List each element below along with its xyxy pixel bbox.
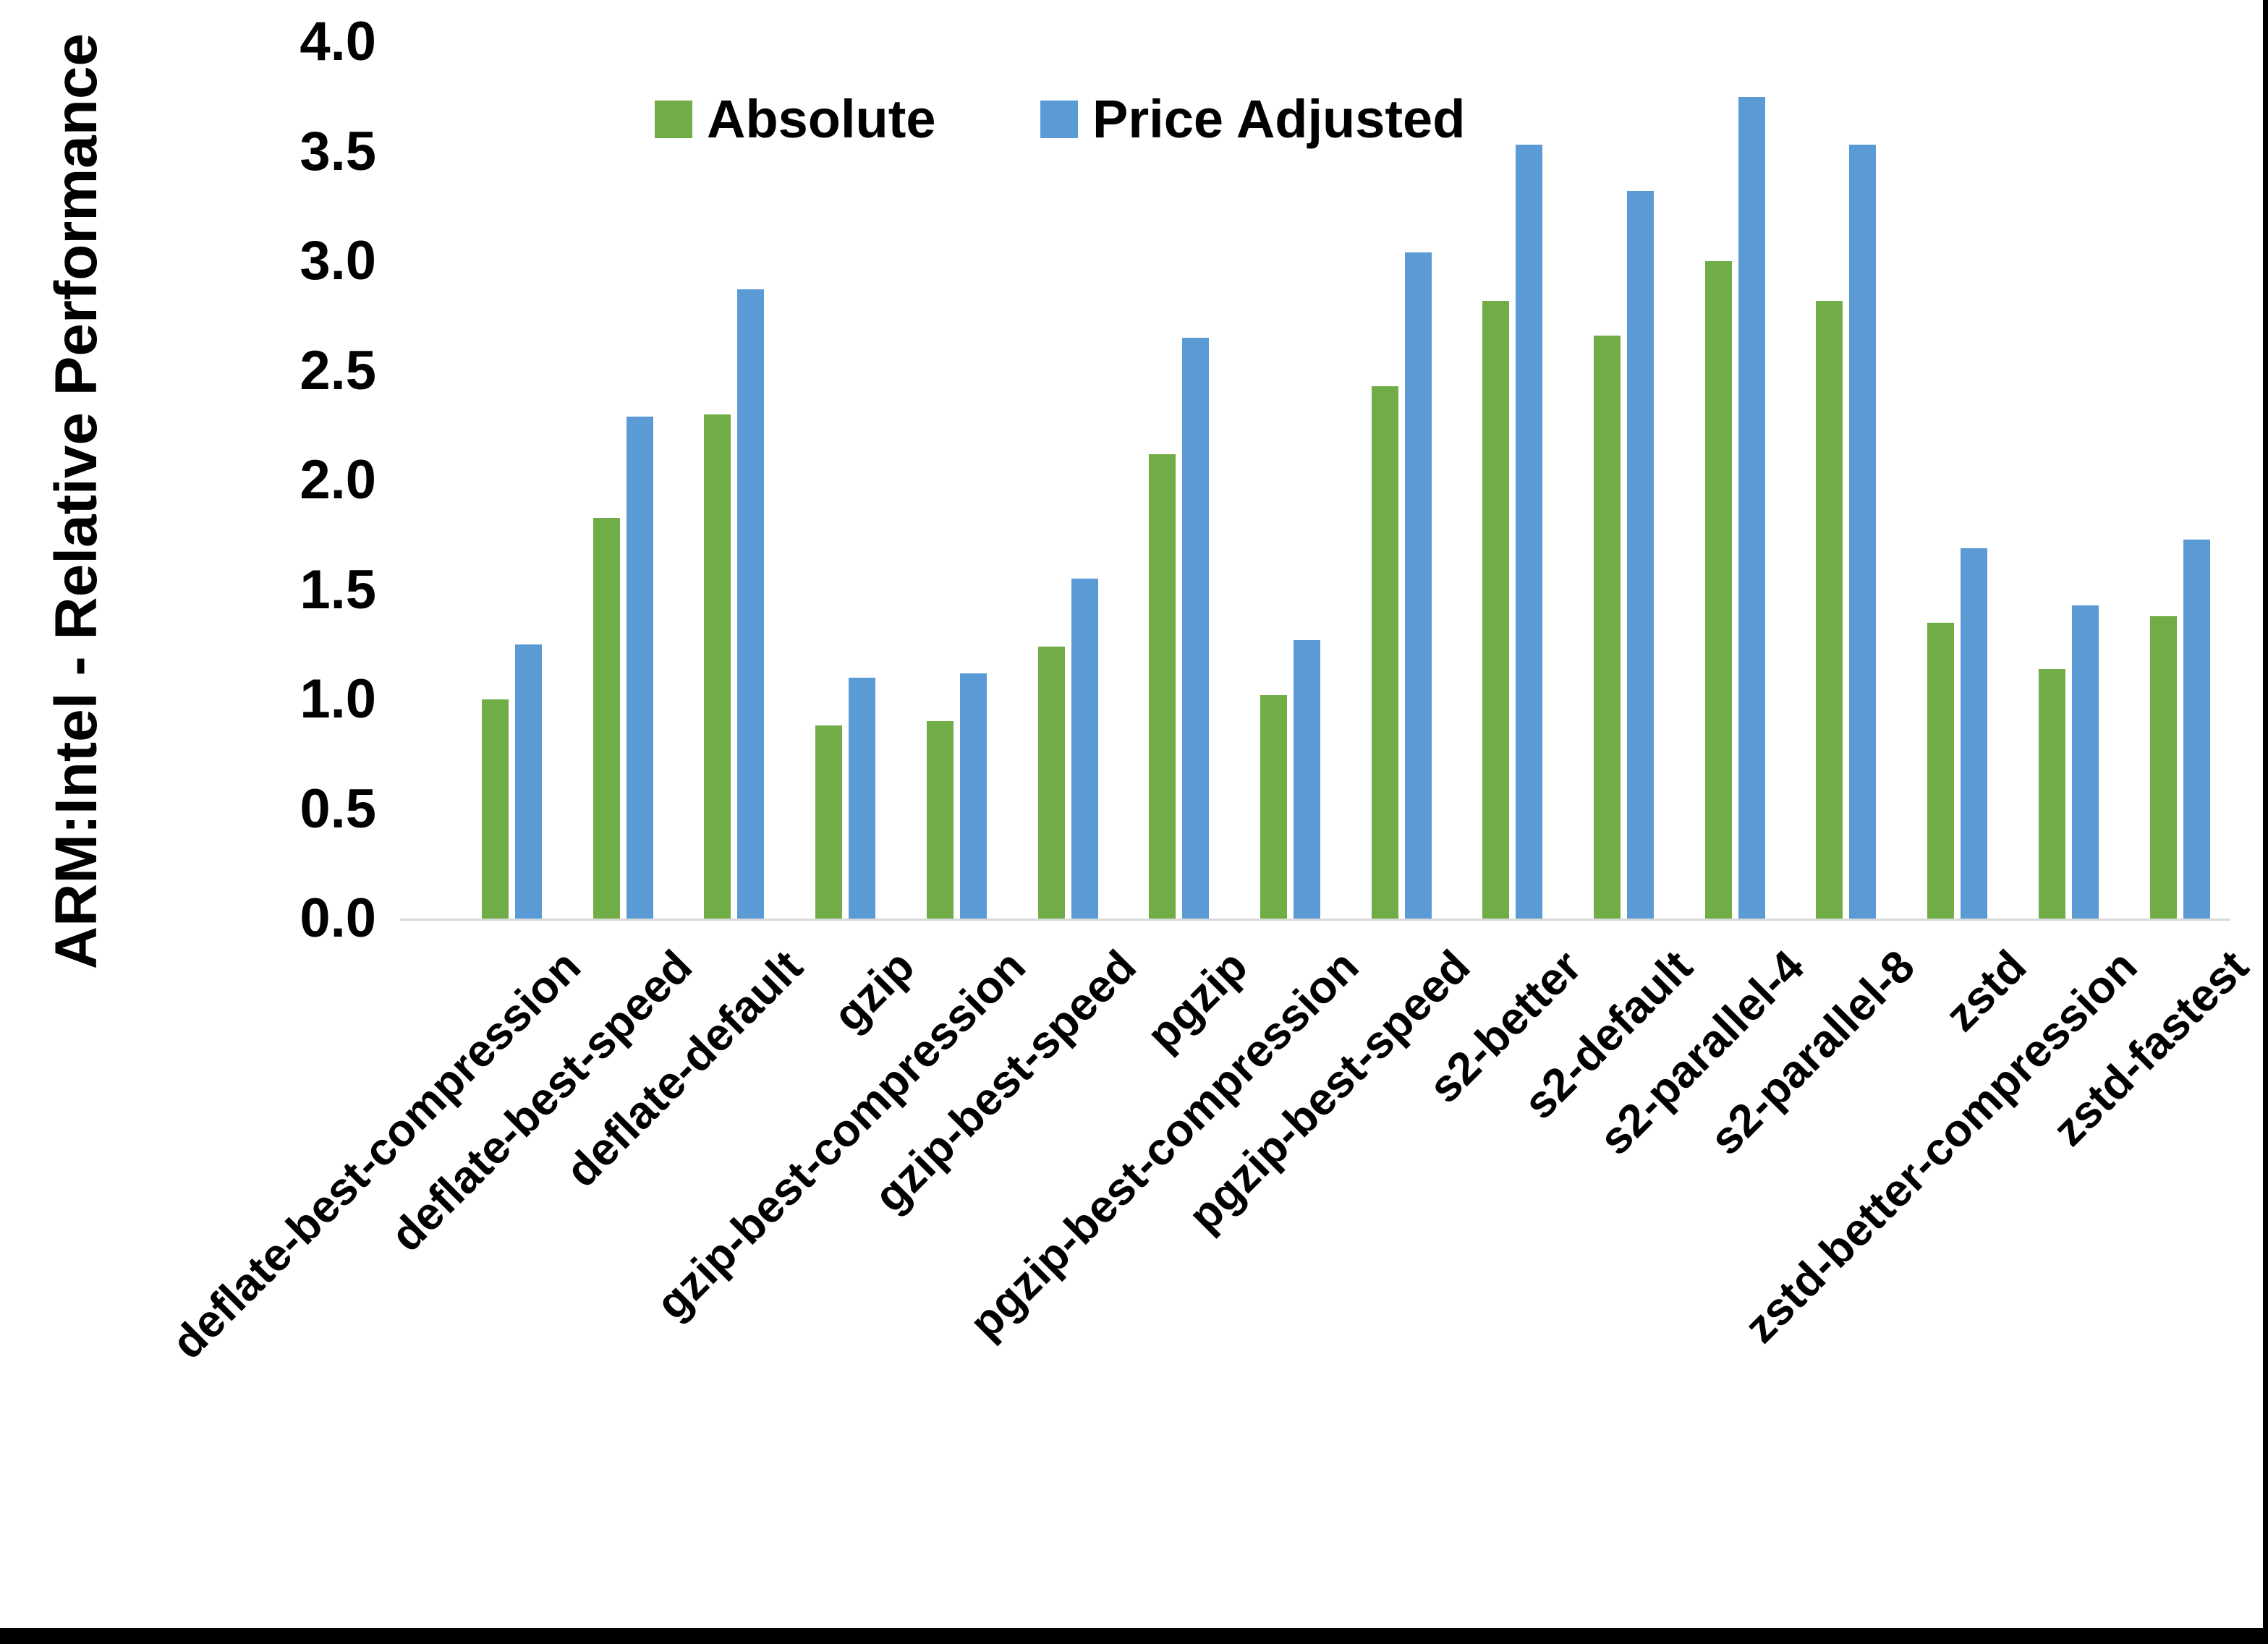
bar-absolute-pgzip-best-speed	[1371, 386, 1398, 919]
bar-price-adjusted-s2-better	[1516, 145, 1543, 919]
absolute-series-swatch-icon	[655, 100, 692, 138]
bar-absolute-s2-parallel-4	[1704, 261, 1732, 919]
bar-absolute-deflate-best-compression	[482, 699, 509, 919]
right-edge-border	[2263, 0, 2268, 1644]
bar-price-adjusted-gzip-best-compression	[959, 673, 987, 919]
bar-absolute-deflate-best-speed	[593, 517, 620, 919]
y-tick-label: 4.0	[300, 11, 376, 72]
y-tick-label: 1.5	[300, 558, 376, 621]
legend-label-absolute: Absolute	[707, 89, 936, 149]
bar-absolute-gzip-best-compression	[926, 721, 954, 919]
y-tick-label: 3.5	[300, 120, 376, 182]
y-tick-label: 0.0	[300, 887, 376, 949]
bar-absolute-gzip-best-speed	[1037, 647, 1065, 919]
bar-absolute-zstd	[1927, 622, 1955, 919]
bar-price-adjusted-s2-default	[1627, 191, 1654, 919]
bar-absolute-zstd-fastest	[2149, 616, 2177, 919]
bar-price-adjusted-s2-parallel-8	[1849, 145, 1877, 919]
bar-absolute-deflate-default	[704, 414, 731, 919]
y-tick-label: 0.5	[300, 778, 376, 840]
bar-absolute-zstd-better-compression	[2038, 668, 2065, 919]
y-tick-label: 1.0	[300, 668, 376, 730]
bar-price-adjusted-zstd-better-compression	[2071, 605, 2099, 919]
bar-absolute-s2-parallel-8	[1816, 300, 1843, 919]
bottom-edge-border	[0, 1628, 2268, 1644]
bar-price-adjusted-deflate-best-compression	[515, 644, 542, 919]
bar-price-adjusted-deflate-default	[737, 289, 765, 919]
legend-item-price-adjusted: Price Adjusted	[1040, 88, 1465, 150]
bar-absolute-pgzip	[1149, 453, 1176, 919]
bar-price-adjusted-gzip-best-speed	[1071, 579, 1098, 919]
y-axis-title: ARM:Intel - Relative Performance	[43, 33, 109, 970]
bar-price-adjusted-gzip	[849, 677, 876, 919]
y-tick-label: 2.5	[300, 339, 376, 401]
price-adjusted-series-swatch-icon	[1040, 100, 1078, 138]
bar-absolute-s2-better	[1482, 300, 1510, 919]
bar-price-adjusted-s2-parallel-4	[1738, 96, 1765, 919]
bar-price-adjusted-pgzip-best-speed	[1404, 252, 1432, 919]
bar-price-adjusted-zstd-fastest	[2183, 539, 2210, 919]
bar-absolute-pgzip-best-compression	[1260, 694, 1287, 919]
legend-item-absolute: Absolute	[655, 88, 936, 150]
bar-absolute-gzip	[815, 725, 843, 919]
legend-label-price-adjusted: Price Adjusted	[1092, 89, 1466, 149]
x-axis-baseline	[400, 919, 2230, 921]
bar-price-adjusted-pgzip-best-compression	[1293, 640, 1320, 919]
y-tick-label: 3.0	[300, 230, 376, 291]
bar-price-adjusted-zstd	[1961, 548, 1988, 919]
bar-price-adjusted-pgzip	[1182, 338, 1210, 919]
bar-price-adjusted-deflate-best-speed	[626, 417, 653, 919]
y-tick-label: 2.0	[300, 449, 376, 511]
bar-absolute-s2-default	[1594, 336, 1621, 919]
